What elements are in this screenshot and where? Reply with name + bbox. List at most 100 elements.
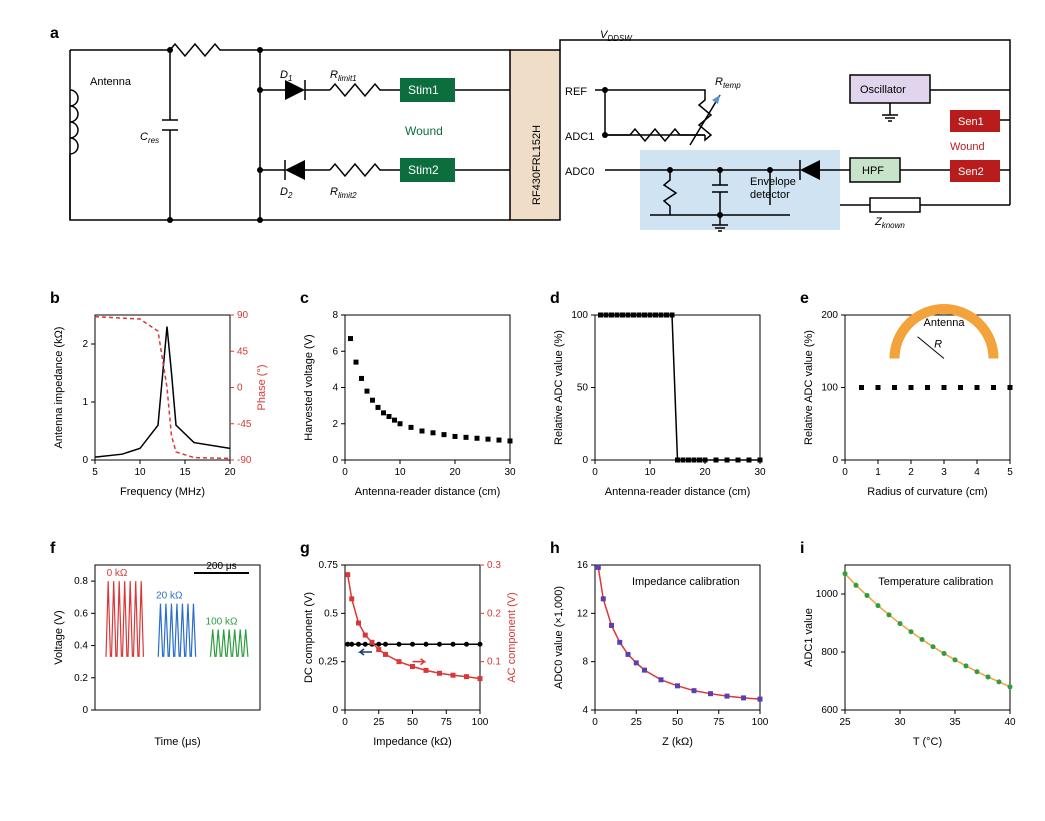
svg-text:0.3: 0.3 [487, 560, 501, 571]
svg-text:0: 0 [592, 467, 598, 478]
svg-text:75: 75 [441, 717, 453, 728]
svg-text:Envelope: Envelope [750, 176, 796, 188]
svg-text:200: 200 [821, 310, 838, 321]
svg-text:Sen2: Sen2 [958, 166, 984, 178]
svg-text:100: 100 [472, 717, 489, 728]
svg-text:Zknown: Zknown [874, 216, 905, 230]
svg-text:30: 30 [754, 467, 766, 478]
svg-text:D2: D2 [280, 186, 293, 200]
svg-text:Harvested voltage (V): Harvested voltage (V) [303, 334, 315, 440]
svg-text:25: 25 [839, 717, 851, 728]
svg-text:Impedance (kΩ): Impedance (kΩ) [373, 736, 452, 748]
svg-text:2: 2 [332, 419, 338, 430]
svg-text:Impedance calibration: Impedance calibration [632, 576, 740, 588]
svg-text:5: 5 [1007, 467, 1013, 478]
svg-text:Cres: Cres [140, 131, 159, 145]
svg-text:0.2: 0.2 [487, 608, 501, 619]
chart-g: 025507510000.250.50.750.10.20.3Impedance… [300, 550, 520, 750]
svg-text:0: 0 [592, 717, 598, 728]
svg-text:HPF: HPF [862, 165, 884, 177]
svg-text:20: 20 [699, 467, 711, 478]
svg-text:5: 5 [92, 467, 98, 478]
svg-text:200 μs: 200 μs [206, 561, 236, 572]
svg-text:Oscillator: Oscillator [860, 84, 906, 96]
svg-text:4: 4 [974, 467, 980, 478]
svg-text:12: 12 [577, 608, 589, 619]
svg-text:45: 45 [237, 346, 249, 357]
svg-text:Relative ADC value (%): Relative ADC value (%) [553, 330, 565, 445]
svg-text:RF430FRL152H: RF430FRL152H [531, 125, 543, 205]
svg-text:Antenna-reader distance (cm): Antenna-reader distance (cm) [355, 486, 501, 498]
svg-text:25: 25 [373, 717, 385, 728]
svg-text:0: 0 [342, 717, 348, 728]
svg-text:30: 30 [504, 467, 516, 478]
svg-text:100 kΩ: 100 kΩ [206, 616, 238, 627]
svg-text:Frequency (MHz): Frequency (MHz) [120, 486, 205, 498]
svg-text:0 kΩ: 0 kΩ [107, 568, 128, 579]
svg-text:0: 0 [332, 705, 338, 716]
svg-text:0.25: 0.25 [319, 657, 339, 668]
svg-text:Temperature calibration: Temperature calibration [878, 576, 993, 588]
svg-text:600: 600 [821, 705, 838, 716]
svg-text:0: 0 [342, 467, 348, 478]
svg-text:0.4: 0.4 [74, 641, 88, 652]
svg-text:Wound: Wound [405, 124, 443, 138]
svg-text:10: 10 [644, 467, 656, 478]
svg-text:10: 10 [394, 467, 406, 478]
svg-text:6: 6 [332, 346, 338, 357]
svg-text:20 kΩ: 20 kΩ [156, 591, 183, 602]
svg-text:Antenna: Antenna [924, 317, 966, 329]
svg-text:T (°C): T (°C) [913, 736, 942, 748]
svg-text:VDDSW: VDDSW [600, 30, 633, 43]
svg-text:3: 3 [941, 467, 947, 478]
svg-text:AC component (V): AC component (V) [506, 592, 518, 682]
svg-text:8: 8 [332, 310, 338, 321]
svg-text:REF: REF [565, 86, 587, 98]
svg-text:0.2: 0.2 [74, 673, 88, 684]
svg-text:0: 0 [82, 455, 88, 466]
svg-text:Rlimit2: Rlimit2 [330, 186, 357, 200]
svg-text:1: 1 [82, 397, 88, 408]
svg-text:16: 16 [577, 560, 589, 571]
svg-text:Stim2: Stim2 [408, 163, 439, 177]
svg-text:0: 0 [832, 455, 838, 466]
svg-text:0: 0 [332, 455, 338, 466]
svg-text:1000: 1000 [816, 589, 839, 600]
circuit-diagram: Antenna Cres D1 Rlimit1 Stim1 [50, 30, 1030, 260]
svg-text:40: 40 [1004, 717, 1016, 728]
svg-text:ADC0 value (×1,000): ADC0 value (×1,000) [553, 586, 565, 689]
svg-text:8: 8 [582, 657, 588, 668]
svg-text:800: 800 [821, 647, 838, 658]
svg-text:Antenna-reader distance (cm): Antenna-reader distance (cm) [605, 486, 751, 498]
chart-e: 0123450100200Radius of curvature (cm)Rel… [800, 300, 1020, 500]
svg-text:100: 100 [821, 383, 838, 394]
svg-text:0: 0 [82, 705, 88, 716]
chart-i: 253035406008001000T (°C)ADC1 valueTemper… [800, 550, 1020, 750]
svg-text:4: 4 [582, 705, 588, 716]
svg-text:Time (μs): Time (μs) [154, 736, 200, 748]
svg-text:DC component (V): DC component (V) [303, 592, 315, 683]
svg-text:Z (kΩ): Z (kΩ) [662, 736, 693, 748]
antenna-label: Antenna [90, 76, 132, 88]
svg-text:50: 50 [577, 383, 589, 394]
svg-text:75: 75 [713, 717, 725, 728]
svg-text:25: 25 [631, 717, 643, 728]
svg-text:4: 4 [332, 383, 338, 394]
svg-text:R: R [934, 339, 942, 351]
svg-text:10: 10 [134, 467, 146, 478]
svg-text:0.6: 0.6 [74, 608, 88, 619]
svg-text:D1: D1 [280, 69, 292, 83]
svg-text:0.1: 0.1 [487, 657, 501, 668]
svg-text:0: 0 [582, 455, 588, 466]
svg-text:ADC1 value: ADC1 value [803, 608, 815, 667]
svg-text:Rtemp: Rtemp [715, 76, 741, 90]
svg-text:Antenna impedance (kΩ): Antenna impedance (kΩ) [53, 327, 65, 449]
chart-b: 5101520012-90-4504590Frequency (MHz)Ante… [50, 300, 270, 500]
figure-container: a Antenna Cres D1 Rlimit1 [20, 20, 1025, 801]
svg-text:-90: -90 [237, 455, 252, 466]
svg-text:20: 20 [449, 467, 461, 478]
svg-text:100: 100 [571, 310, 588, 321]
svg-text:ADC0: ADC0 [565, 166, 594, 178]
svg-text:Stim1: Stim1 [408, 83, 439, 97]
svg-text:50: 50 [407, 717, 419, 728]
